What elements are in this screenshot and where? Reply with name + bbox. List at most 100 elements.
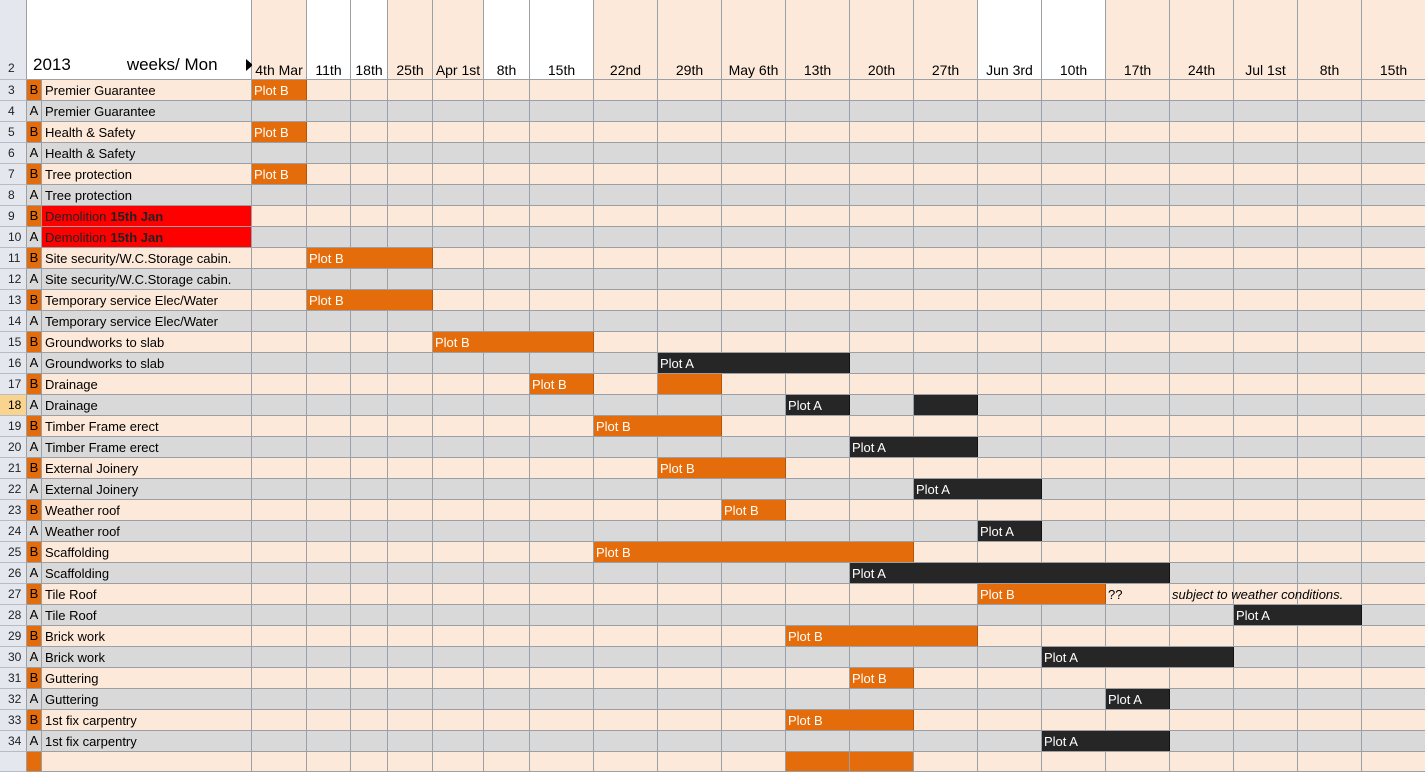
row-header[interactable]: 2: [0, 0, 27, 80]
grid-cell[interactable]: [1170, 185, 1234, 206]
grid-cell[interactable]: [484, 605, 530, 626]
grid-cell[interactable]: [530, 647, 594, 668]
grid-cell[interactable]: [433, 206, 484, 227]
grid-cell[interactable]: [978, 374, 1042, 395]
grid-cell[interactable]: [252, 101, 307, 122]
task-cell[interactable]: Brick work: [42, 647, 252, 668]
grid-cell[interactable]: [594, 269, 658, 290]
grid-cell[interactable]: [1298, 269, 1362, 290]
grid-cell[interactable]: [1042, 164, 1106, 185]
row-header[interactable]: 26: [0, 563, 27, 584]
grid-cell[interactable]: [722, 605, 786, 626]
grid-cell[interactable]: [722, 521, 786, 542]
grid-cell[interactable]: [1170, 248, 1234, 269]
grid-cell[interactable]: [484, 458, 530, 479]
week-header-18[interactable]: 8th: [1298, 0, 1362, 80]
grid-cell[interactable]: [722, 437, 786, 458]
grid-cell[interactable]: [1234, 290, 1298, 311]
grid-cell[interactable]: [978, 626, 1042, 647]
plot-cell[interactable]: B: [27, 80, 42, 101]
grid-cell[interactable]: [388, 752, 433, 772]
grid-cell[interactable]: [530, 164, 594, 185]
task-cell[interactable]: External Joinery: [42, 458, 252, 479]
plot-cell[interactable]: A: [27, 101, 42, 122]
grid-cell[interactable]: [1106, 101, 1170, 122]
grid-cell[interactable]: [388, 185, 433, 206]
grid-cell[interactable]: [786, 689, 850, 710]
grid-cell[interactable]: [1106, 584, 1170, 605]
grid-cell[interactable]: [388, 437, 433, 458]
grid-cell[interactable]: [914, 584, 978, 605]
grid-cell[interactable]: [1170, 437, 1234, 458]
grid-cell[interactable]: [722, 290, 786, 311]
grid-cell[interactable]: [1170, 668, 1234, 689]
row-header-partial[interactable]: [0, 752, 27, 772]
row-header[interactable]: 32: [0, 689, 27, 710]
plot-a-bar[interactable]: Plot A: [1234, 605, 1362, 625]
grid-cell[interactable]: [850, 731, 914, 752]
grid-cell[interactable]: [1106, 353, 1170, 374]
grid-cell[interactable]: [433, 479, 484, 500]
grid-cell[interactable]: [484, 395, 530, 416]
row-header[interactable]: 33: [0, 710, 27, 731]
grid-cell[interactable]: [1042, 542, 1106, 563]
grid-cell[interactable]: [433, 101, 484, 122]
grid-cell[interactable]: [1298, 542, 1362, 563]
grid-cell[interactable]: [978, 80, 1042, 101]
grid-cell[interactable]: [388, 521, 433, 542]
task-cell[interactable]: Tree protection: [42, 185, 252, 206]
grid-cell[interactable]: [530, 584, 594, 605]
grid-cell[interactable]: [1298, 710, 1362, 731]
grid-cell[interactable]: [594, 80, 658, 101]
grid-cell[interactable]: [722, 248, 786, 269]
grid-cell[interactable]: [658, 80, 722, 101]
grid-cell[interactable]: [307, 416, 351, 437]
grid-cell[interactable]: [433, 395, 484, 416]
grid-cell[interactable]: [1362, 584, 1425, 605]
grid-cell[interactable]: [530, 101, 594, 122]
grid-cell[interactable]: [433, 416, 484, 437]
grid-cell[interactable]: [1042, 605, 1106, 626]
plot-a-bar[interactable]: Plot A: [1042, 731, 1170, 751]
grid-cell[interactable]: [307, 731, 351, 752]
grid-cell[interactable]: [786, 563, 850, 584]
grid-cell[interactable]: [484, 437, 530, 458]
grid-cell[interactable]: [484, 353, 530, 374]
grid-cell[interactable]: [530, 206, 594, 227]
grid-cell[interactable]: [42, 752, 252, 772]
grid-cell[interactable]: [307, 647, 351, 668]
grid-cell[interactable]: [307, 101, 351, 122]
grid-cell[interactable]: [484, 311, 530, 332]
grid-cell[interactable]: [351, 101, 388, 122]
grid-cell[interactable]: [1170, 206, 1234, 227]
grid-cell[interactable]: [1170, 227, 1234, 248]
grid-cell[interactable]: [530, 437, 594, 458]
row-header[interactable]: 21: [0, 458, 27, 479]
grid-cell[interactable]: [530, 416, 594, 437]
grid-cell[interactable]: [484, 563, 530, 584]
grid-cell[interactable]: [1042, 374, 1106, 395]
grid-cell[interactable]: [307, 542, 351, 563]
grid-cell[interactable]: [658, 143, 722, 164]
grid-cell[interactable]: [1170, 269, 1234, 290]
grid-cell[interactable]: [914, 206, 978, 227]
plot-cell[interactable]: A: [27, 605, 42, 626]
grid-cell[interactable]: [351, 416, 388, 437]
grid-cell[interactable]: [307, 668, 351, 689]
grid-cell[interactable]: [722, 395, 786, 416]
grid-cell[interactable]: [484, 80, 530, 101]
grid-cell[interactable]: [914, 542, 978, 563]
plot-b-bar[interactable]: Plot B: [252, 80, 307, 100]
grid-cell[interactable]: [530, 290, 594, 311]
grid-cell[interactable]: [484, 479, 530, 500]
grid-cell[interactable]: [388, 563, 433, 584]
row-header[interactable]: 25: [0, 542, 27, 563]
grid-cell[interactable]: [530, 731, 594, 752]
grid-cell[interactable]: [786, 101, 850, 122]
grid-cell[interactable]: [252, 227, 307, 248]
grid-cell[interactable]: [388, 101, 433, 122]
grid-cell[interactable]: [388, 416, 433, 437]
grid-cell[interactable]: [722, 647, 786, 668]
grid-cell[interactable]: [1042, 269, 1106, 290]
grid-cell[interactable]: [786, 416, 850, 437]
